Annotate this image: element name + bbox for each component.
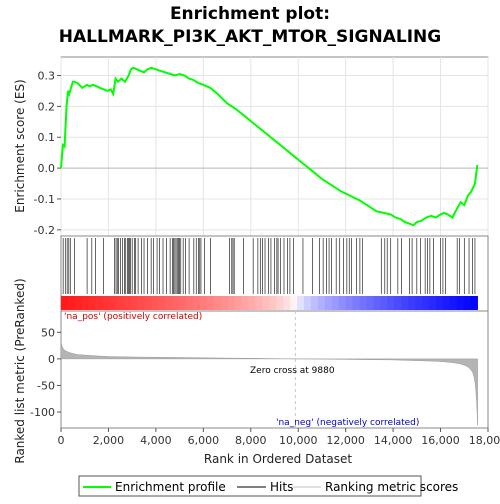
color-bar-segment xyxy=(415,296,422,310)
legend-metric-label: Ranking metric scores xyxy=(325,480,458,494)
metric-tick-label: 0 xyxy=(48,353,55,366)
color-bar-segment xyxy=(429,296,436,310)
color-bar-segment xyxy=(346,296,353,310)
es-y-axis-label: Enrichment score (ES) xyxy=(13,79,27,212)
metric-tick-label: -100 xyxy=(30,406,55,419)
color-bar-segment xyxy=(214,296,221,310)
color-bar-segment xyxy=(408,296,415,310)
color-bar-segment xyxy=(200,296,207,310)
x-tick-label: 14,000 xyxy=(374,434,413,447)
color-bar-segment xyxy=(387,296,394,310)
es-y-ticks: -0.2 -0.1 0.0 0.1 0.2 0.3 xyxy=(34,70,61,237)
color-bar-segment xyxy=(110,296,117,310)
color-bar-segment xyxy=(61,296,68,310)
x-tick-label: 16,000 xyxy=(421,434,460,447)
color-bar-segment xyxy=(422,296,429,310)
color-bar-segment xyxy=(380,296,387,310)
title-line-2: HALLMARK_PI3K_AKT_MTOR_SIGNALING xyxy=(59,27,441,47)
color-bar-segment xyxy=(297,296,304,310)
color-bar-segment xyxy=(339,296,346,310)
color-bar-segment xyxy=(283,296,290,310)
neg-correlated-label: 'na_neg' (negatively correlated) xyxy=(276,418,419,428)
metric-y-axis-label: Ranked list metric (PreRanked) xyxy=(13,278,27,463)
x-tick-label: 2,000 xyxy=(93,434,125,447)
color-bar-segment xyxy=(255,296,262,310)
color-bar-segment xyxy=(318,296,325,310)
color-bar-segment xyxy=(68,296,75,310)
color-bar-segment xyxy=(311,296,318,310)
metric-tick-label: -50 xyxy=(37,379,55,392)
es-tick-label: 0.0 xyxy=(38,162,56,175)
x-tick-label: 0 xyxy=(58,434,65,447)
x-tick-label: 6,000 xyxy=(188,434,220,447)
color-bar-segment xyxy=(89,296,96,310)
x-tick-label: 18,000 xyxy=(469,434,500,447)
color-bar-segment xyxy=(443,296,450,310)
color-bar-segment xyxy=(394,296,401,310)
color-bar-segment xyxy=(304,296,311,310)
color-bar-segment xyxy=(144,296,151,310)
x-tick-label: 10,000 xyxy=(279,434,318,447)
color-bar-segment xyxy=(130,296,137,310)
color-bar-segment xyxy=(186,296,193,310)
color-bar-segment xyxy=(401,296,408,310)
legend-profile-label: Enrichment profile xyxy=(115,480,226,494)
color-bar-segment xyxy=(123,296,130,310)
color-bar-segment xyxy=(179,296,186,310)
color-bar-segment xyxy=(269,296,276,310)
color-bar-segment xyxy=(228,296,235,310)
zero-cross-label: Zero cross at 9880 xyxy=(250,366,335,376)
color-bar-segment xyxy=(82,296,89,310)
es-tick-label: 0.3 xyxy=(38,70,56,83)
color-bar-segment xyxy=(207,296,214,310)
color-bar-segment xyxy=(248,296,255,310)
color-bar-segment xyxy=(360,296,367,310)
color-bar-segment xyxy=(332,296,339,310)
metric-y-ticks: 50 0 -50 -100 xyxy=(30,326,61,419)
color-bar-segment xyxy=(450,296,457,310)
color-bar-segment xyxy=(325,296,332,310)
color-bar-segment xyxy=(436,296,443,310)
color-bar-segment xyxy=(235,296,242,310)
color-bar-segment xyxy=(457,296,464,310)
color-bar-segment xyxy=(172,296,179,310)
color-bar-segment xyxy=(373,296,380,310)
title-line-1: Enrichment plot: xyxy=(170,4,330,24)
es-tick-label: -0.2 xyxy=(34,224,55,237)
color-bar-segment xyxy=(96,296,103,310)
color-bar-segment xyxy=(221,296,228,310)
color-bar-segment xyxy=(151,296,158,310)
x-tick-label: 4,000 xyxy=(140,434,172,447)
es-tick-label: 0.1 xyxy=(38,131,56,144)
color-bar-segment xyxy=(262,296,269,310)
color-bar-segment xyxy=(366,296,373,310)
color-bar-segment xyxy=(117,296,124,310)
rank-color-bar xyxy=(61,296,478,310)
es-tick-label: -0.1 xyxy=(34,193,55,206)
color-bar-segment xyxy=(193,296,200,310)
color-bar-segment xyxy=(242,296,249,310)
color-bar-segment xyxy=(290,296,297,310)
es-tick-label: 0.2 xyxy=(38,100,56,113)
x-tick-label: 12,000 xyxy=(326,434,365,447)
color-bar-segment xyxy=(158,296,165,310)
legend-hits-label: Hits xyxy=(270,480,293,494)
color-bar-segment xyxy=(464,296,471,310)
pos-correlated-label: 'na_pos' (positively correlated) xyxy=(64,312,202,322)
x-tick-label: 8,000 xyxy=(235,434,267,447)
color-bar-segment xyxy=(75,296,82,310)
color-bar-segment xyxy=(471,296,478,310)
color-bar-segment xyxy=(137,296,144,310)
x-axis-label: Rank in Ordered Dataset xyxy=(204,452,352,466)
color-bar-segment xyxy=(353,296,360,310)
metric-tick-label: 50 xyxy=(41,326,55,339)
es-panel-frame xyxy=(61,57,488,236)
x-axis-ticks: 0 2,000 4,000 6,000 8,000 10,000 12,000 14,000 1… xyxy=(58,428,500,447)
color-bar-segment xyxy=(103,296,110,310)
color-bar-segment xyxy=(276,296,283,310)
color-bar-segment xyxy=(165,296,172,310)
